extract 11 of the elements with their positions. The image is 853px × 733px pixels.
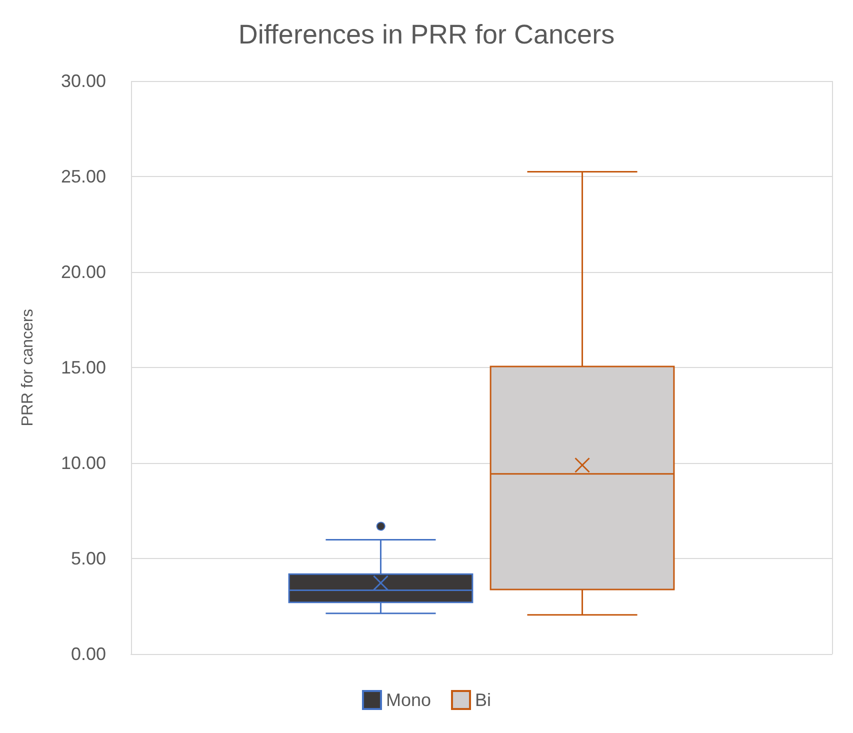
y-tick-label: 20.00 xyxy=(60,262,106,282)
chart-title: Differences in PRR for Cancers xyxy=(238,20,615,50)
y-tick-label: 25.00 xyxy=(60,166,106,186)
y-tick-label: 10.00 xyxy=(60,453,106,473)
y-tick-label: 30.00 xyxy=(60,71,106,91)
y-axis-title: PRR for cancers xyxy=(20,308,36,426)
legend-label: Mono xyxy=(386,690,432,710)
legend-label: Bi xyxy=(475,690,492,710)
y-tick-label: 0.00 xyxy=(70,644,106,664)
y-tick-label: 15.00 xyxy=(60,358,106,378)
y-tick-label: 5.00 xyxy=(70,548,106,568)
